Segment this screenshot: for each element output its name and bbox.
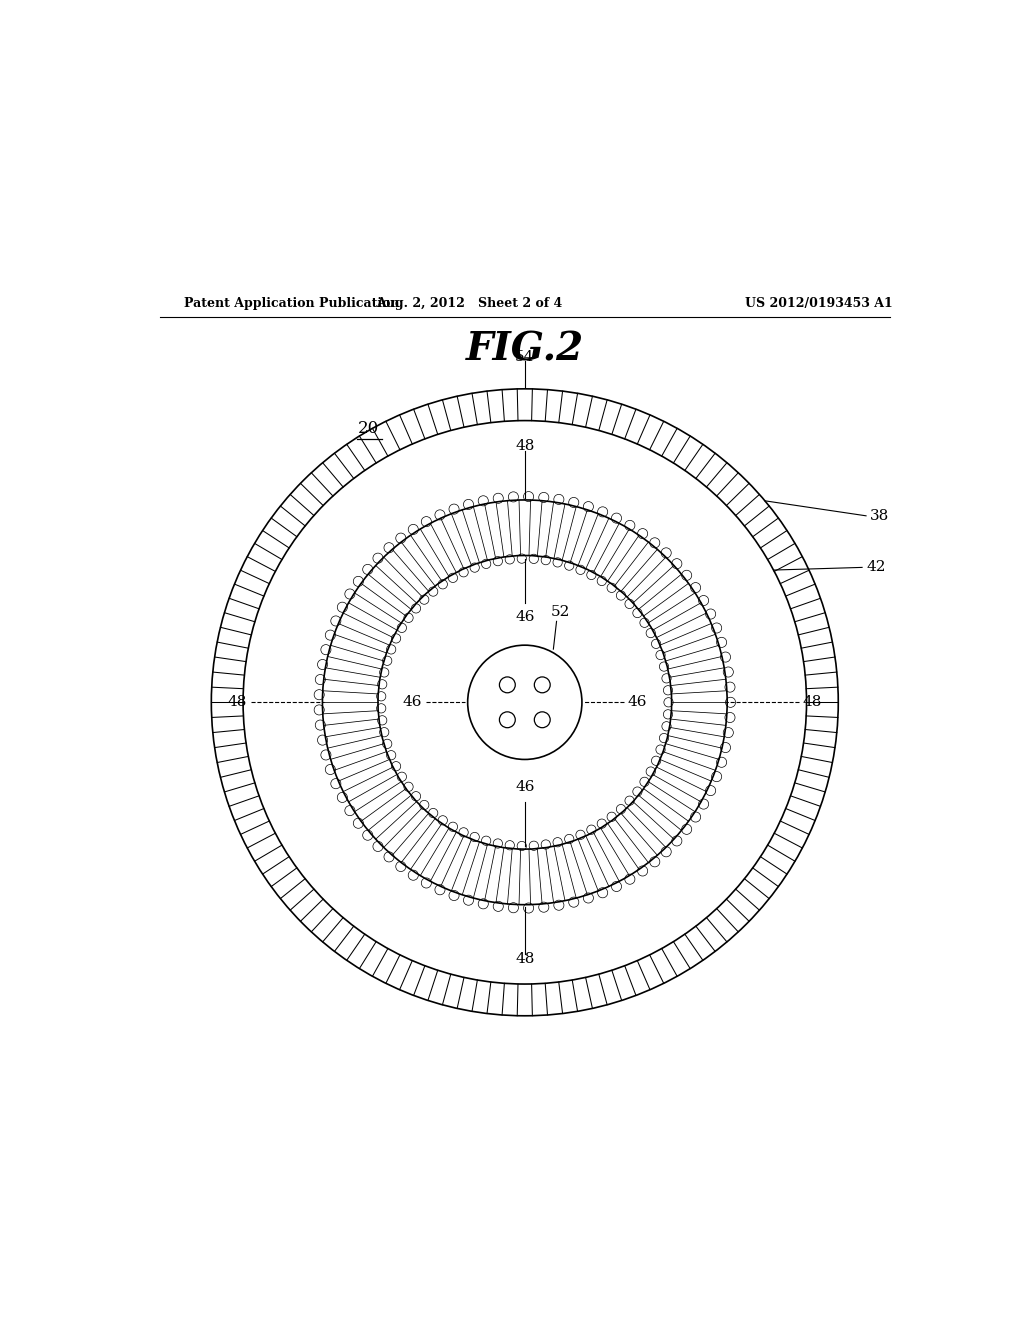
Text: 20: 20 [358,420,380,437]
Text: 48: 48 [803,696,822,709]
Text: 48: 48 [515,440,535,453]
Text: 38: 38 [870,508,889,523]
Text: Aug. 2, 2012   Sheet 2 of 4: Aug. 2, 2012 Sheet 2 of 4 [376,297,562,310]
Text: Patent Application Publication: Patent Application Publication [183,297,399,310]
Text: 42: 42 [866,561,886,574]
Text: 52: 52 [551,605,570,619]
Text: 48: 48 [227,696,247,709]
Text: 46: 46 [402,696,422,709]
Text: 48: 48 [515,952,535,966]
Text: 46: 46 [515,780,535,795]
Text: FIG.2: FIG.2 [466,330,584,368]
Text: US 2012/0193453 A1: US 2012/0193453 A1 [744,297,892,310]
Text: 46: 46 [515,610,535,624]
Text: 54: 54 [515,350,535,364]
Text: 46: 46 [628,696,647,709]
